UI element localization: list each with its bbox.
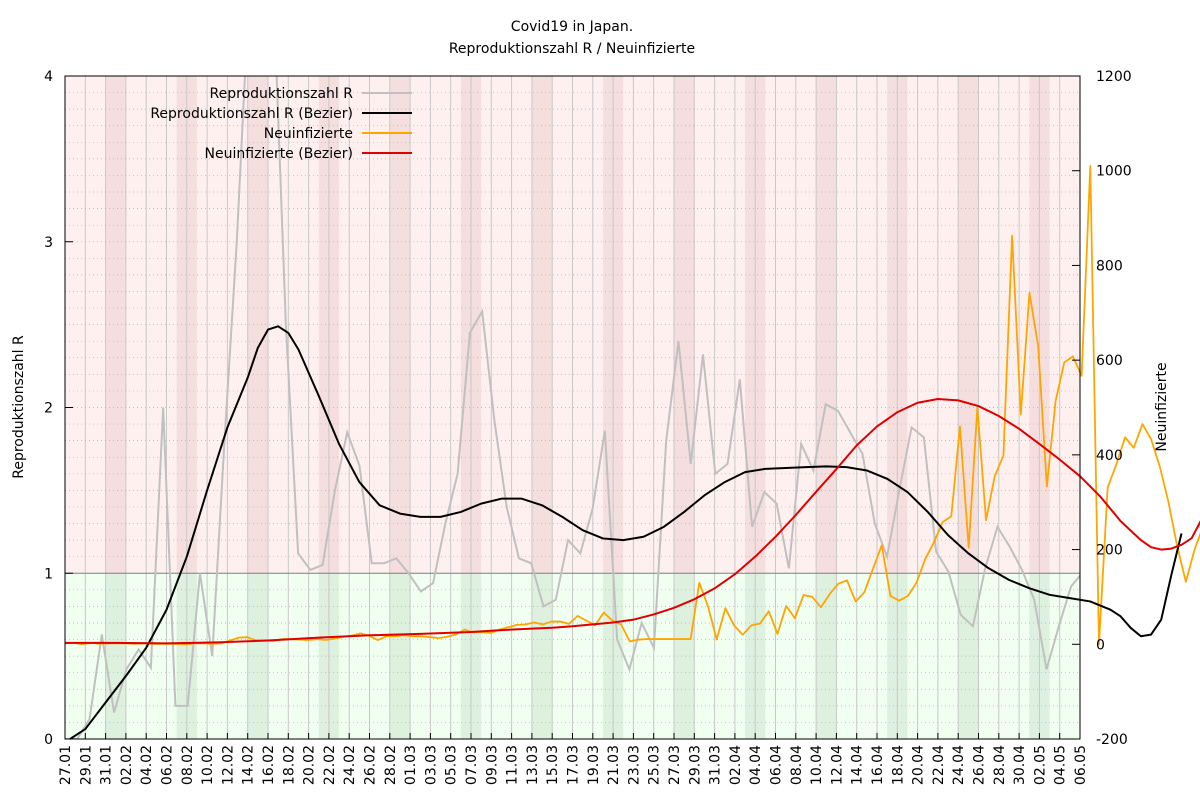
x-tick-label: 29.03: [687, 745, 703, 785]
x-tick-label: 12.02: [220, 745, 236, 785]
series-r-bezier-line: [69, 325, 1183, 740]
weekend-band: [105, 573, 126, 739]
x-tick-label: 03.03: [423, 745, 439, 785]
x-tick-label: 02.05: [1032, 745, 1048, 785]
y-right-tick-label: 400: [1096, 448, 1123, 464]
x-tick-label: 13.03: [525, 745, 541, 785]
y-left-tick-label: 3: [44, 235, 53, 251]
x-tick-label: 26.04: [972, 745, 988, 785]
x-tick-label: 14.04: [850, 745, 866, 785]
y-left-tick-label: 1: [44, 566, 53, 582]
weekend-band: [958, 573, 979, 739]
x-tick-label: 01.03: [403, 745, 419, 785]
x-tick-label: 05.03: [444, 745, 460, 785]
x-tick-label: 06.05: [1073, 745, 1089, 785]
x-tick-label: 18.04: [890, 745, 906, 785]
y-left-tick-label: 2: [44, 401, 53, 417]
legend-label: Reproduktionszahl R: [210, 86, 354, 102]
x-tick-label: 07.03: [464, 745, 480, 785]
series-r-raw-line: [65, 76, 1080, 739]
weekend-band: [816, 76, 837, 574]
x-tick-label: 15.03: [545, 745, 561, 785]
series-new-bezier-line: [65, 397, 1200, 645]
y-right-tick-label: 1200: [1096, 69, 1132, 85]
y-right-tick-label: 600: [1096, 353, 1123, 369]
x-tick-label: 10.02: [200, 745, 216, 785]
series-group: [64, 76, 1200, 740]
weekend-band: [389, 76, 411, 574]
x-tick-label: 09.03: [484, 745, 500, 785]
r-raw-group: [65, 76, 1080, 739]
x-tick-label: 18.02: [281, 745, 297, 785]
weekend-band: [958, 76, 979, 574]
chart-subtitle: Reproduktionszahl R / Neuinfizierte: [449, 41, 695, 57]
weekend-band: [531, 573, 553, 739]
x-tick-label: 16.04: [870, 745, 886, 785]
x-tick-label: 29.01: [78, 745, 94, 785]
x-tick-label: 28.02: [383, 745, 399, 785]
x-tick-label: 20.02: [302, 745, 318, 785]
x-tick-label: 19.03: [586, 745, 602, 785]
x-tick-label: 20.04: [911, 745, 927, 785]
y-right-tick-label: -200: [1096, 732, 1128, 748]
weekend-band: [674, 573, 695, 739]
y-axis-left-label: Reproduktionszahl R: [11, 335, 27, 479]
x-tick-label: 04.02: [139, 745, 155, 785]
y-left-tick-label: 4: [44, 69, 53, 85]
x-tick-label: 06.02: [160, 745, 176, 785]
x-tick-label: 08.04: [789, 745, 805, 785]
x-tick-label: 11.03: [505, 745, 521, 785]
y-right-tick-label: 0: [1096, 637, 1105, 653]
x-tick-label: 22.04: [931, 745, 947, 785]
x-tick-label: 10.04: [809, 745, 825, 785]
x-tick-label: 04.05: [1053, 745, 1069, 785]
legend: Reproduktionszahl R Reproduktionszahl R (…: [150, 86, 412, 162]
x-tick-label: 02.04: [728, 745, 744, 785]
x-tick-label: 30.04: [1012, 745, 1028, 785]
x-tick-label: 24.04: [951, 745, 967, 785]
y-left-tick-label: 0: [44, 732, 53, 748]
x-tick-label: 23.03: [626, 745, 642, 785]
x-tick-label: 02.02: [119, 745, 135, 785]
y-right-tick-label: 200: [1096, 543, 1123, 559]
x-tick-label: 26.02: [363, 745, 379, 785]
x-tick-label: 31.01: [99, 745, 115, 785]
x-tick-label: 21.03: [606, 745, 622, 785]
x-tick-label: 28.04: [992, 745, 1008, 785]
x-tick-label: 22.02: [322, 745, 338, 785]
x-tick-label: 31.03: [708, 745, 724, 785]
y-axis-right-label: Neuinfizierte: [1154, 362, 1170, 451]
x-tick-label: 12.04: [829, 745, 845, 785]
x-tick-label: 06.04: [769, 745, 785, 785]
x-tick-label: 16.02: [261, 745, 277, 785]
legend-label: Reproduktionszahl R (Bezier): [150, 106, 353, 122]
x-tick-label: 25.03: [647, 745, 663, 785]
x-tick-label: 24.02: [342, 745, 358, 785]
x-tick-label: 14.02: [241, 745, 257, 785]
x-tick-label: 27.03: [667, 745, 683, 785]
y-right-tick-label: 1000: [1096, 164, 1132, 180]
x-tick-label: 08.02: [180, 745, 196, 785]
x-tick-label: 27.01: [58, 745, 74, 785]
weekend-band: [389, 573, 411, 739]
chart-title: Covid19 in Japan.: [511, 19, 633, 35]
legend-label: Neuinfizierte: [264, 126, 353, 142]
weekend-band: [531, 76, 553, 574]
weekend-band: [816, 573, 837, 739]
weekend-band: [105, 76, 126, 574]
axes: 0 1 2 3 4 -200 0 200 400 600 800 1000 1200 27.01 29.01…: [44, 69, 1132, 785]
y-right-tick-label: 800: [1096, 258, 1123, 274]
x-tick-label: 04.04: [748, 745, 764, 785]
legend-label: Neuinfizierte (Bezier): [205, 146, 353, 162]
x-tick-label: 17.03: [566, 745, 582, 785]
